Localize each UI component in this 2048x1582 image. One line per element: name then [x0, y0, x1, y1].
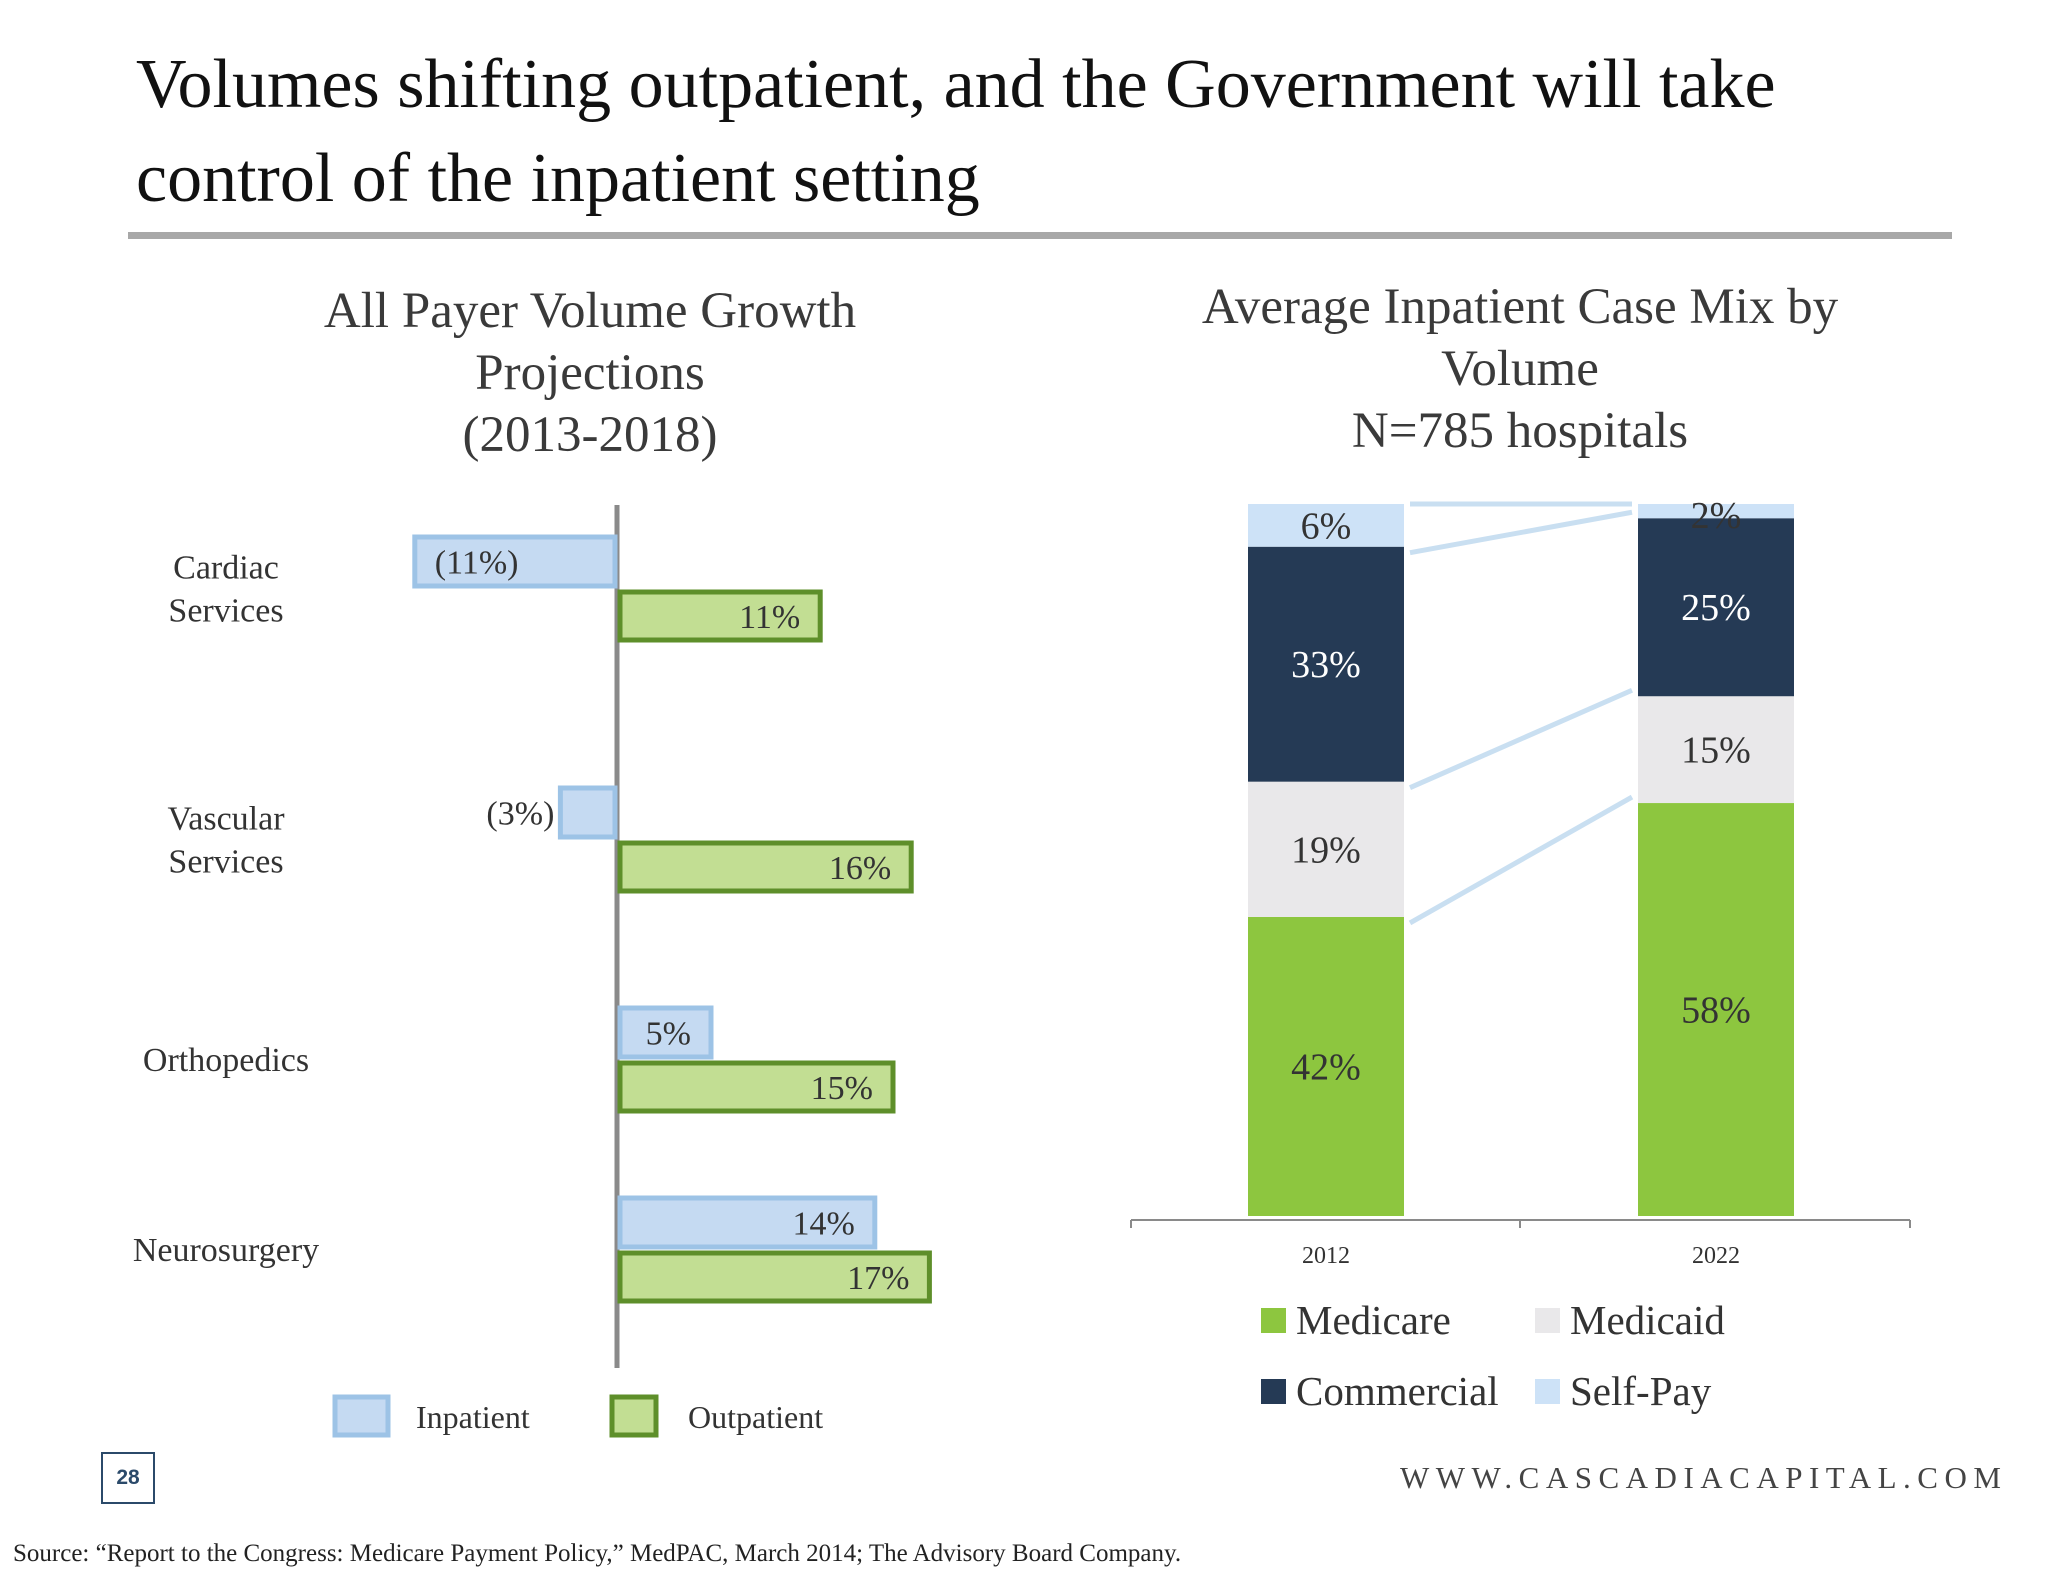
legend-label-outpatient: Outpatient — [688, 1399, 823, 1435]
outpatient-bar-0 — [617, 589, 823, 643]
inpatient-bar-3 — [617, 1195, 878, 1250]
source-note: Source: “Report to the Congress: Medicar… — [13, 1540, 1182, 1567]
legend-swatch-outpatient — [609, 1394, 659, 1438]
category-label-2-0: Orthopedics — [143, 1042, 309, 1079]
stack-label-2022-self-pay: 2% — [1691, 495, 1742, 537]
outpatient-label-0: 11% — [739, 599, 800, 636]
outpatient-bar-2 — [617, 1060, 896, 1114]
casemix-chart-title: Average Inpatient Case Mix by Volume N=7… — [1120, 276, 1920, 462]
legend-label-self-pay: Self-Pay — [1570, 1368, 1712, 1414]
stack-2012-medicaid — [1248, 781, 1404, 917]
legend-label-medicare: Medicare — [1296, 1297, 1451, 1343]
legend-label-inpatient: Inpatient — [416, 1399, 530, 1435]
inpatient-bar-2 — [617, 1005, 714, 1060]
inpatient-label-2: 5% — [646, 1016, 691, 1053]
stack-label-2022-medicare: 58% — [1681, 990, 1751, 1032]
website-url[interactable]: WWW.CASCADIACAPITAL.COM — [1400, 1460, 2008, 1495]
legend-label-medicaid: Medicaid — [1570, 1297, 1725, 1343]
title-divider — [128, 232, 1952, 239]
outpatient-bar-3 — [617, 1250, 932, 1304]
connector-line-2 — [1409, 509, 1633, 556]
outpatient-bar-1 — [617, 840, 914, 894]
connector-line-1 — [1408, 687, 1634, 790]
inpatient-label-3: 14% — [792, 1206, 854, 1243]
stack-label-2022-commercial: 25% — [1681, 587, 1751, 629]
stack-2022-self-pay — [1638, 504, 1794, 519]
inpatient-label-0: (11%) — [435, 545, 519, 582]
legend-swatch-self-pay — [1535, 1379, 1560, 1404]
slide-title-line-2: control of the inpatient setting — [136, 140, 980, 217]
inpatient-bar-0 — [412, 534, 618, 589]
outpatient-label-3: 17% — [847, 1260, 909, 1297]
outpatient-label-1: 16% — [829, 850, 891, 887]
category-label-0-0: Cardiac — [173, 550, 279, 587]
slide-title: Volumes shifting outpatient, and the Gov… — [136, 38, 1986, 226]
category-label-1-0: Vascular — [167, 801, 285, 838]
x-tick-label-2022: 2022 — [1692, 1243, 1740, 1269]
growth-chart-title-line-2: Projections — [475, 345, 705, 401]
stack-2012-medicare — [1248, 916, 1404, 1216]
stack-2012-commercial — [1248, 546, 1404, 782]
stack-2022-medicare — [1638, 803, 1794, 1216]
legend-swatch-medicare — [1261, 1308, 1286, 1333]
growth-chart-title-line-3: (2013-2018) — [462, 407, 718, 463]
casemix-chart-title-line-2: Volume — [1441, 341, 1599, 397]
stack-label-2012-medicaid: 19% — [1291, 829, 1361, 871]
growth-chart-title: All Payer Volume Growth Projections (201… — [190, 280, 990, 466]
stack-label-2012-commercial: 33% — [1291, 644, 1361, 686]
stack-2012-self-pay — [1248, 504, 1404, 547]
stack-label-2012-self-pay: 6% — [1301, 505, 1352, 547]
legend-label-commercial: Commercial — [1296, 1368, 1499, 1414]
legend-swatch-inpatient — [332, 1394, 391, 1438]
connector-line-0 — [1408, 794, 1634, 926]
casemix-chart-title-line-3: N=785 hospitals — [1351, 403, 1689, 459]
stack-label-2012-medicare: 42% — [1291, 1046, 1361, 1088]
stack-2022-medicaid — [1638, 696, 1794, 804]
inpatient-label-1: (3%) — [486, 796, 554, 833]
stack-label-2022-medicaid: 15% — [1681, 730, 1751, 772]
outpatient-label-2: 15% — [811, 1070, 873, 1107]
slide-title-line-1: Volumes shifting outpatient, and the Gov… — [136, 46, 1776, 123]
legend-swatch-commercial — [1261, 1379, 1286, 1404]
growth-chart-title-line-1: All Payer Volume Growth — [323, 283, 857, 339]
x-tick-label-2012: 2012 — [1302, 1243, 1350, 1269]
category-label-0-1: Services — [168, 593, 283, 630]
category-label-3-0: Neurosurgery — [133, 1232, 319, 1269]
stack-2022-commercial — [1638, 518, 1794, 697]
category-label-1-1: Services — [168, 844, 283, 881]
casemix-chart-title-line-1: Average Inpatient Case Mix by — [1201, 279, 1839, 335]
inpatient-bar-1 — [557, 785, 618, 840]
page-number: 28 — [101, 1452, 155, 1504]
legend-swatch-medicaid — [1535, 1308, 1560, 1333]
